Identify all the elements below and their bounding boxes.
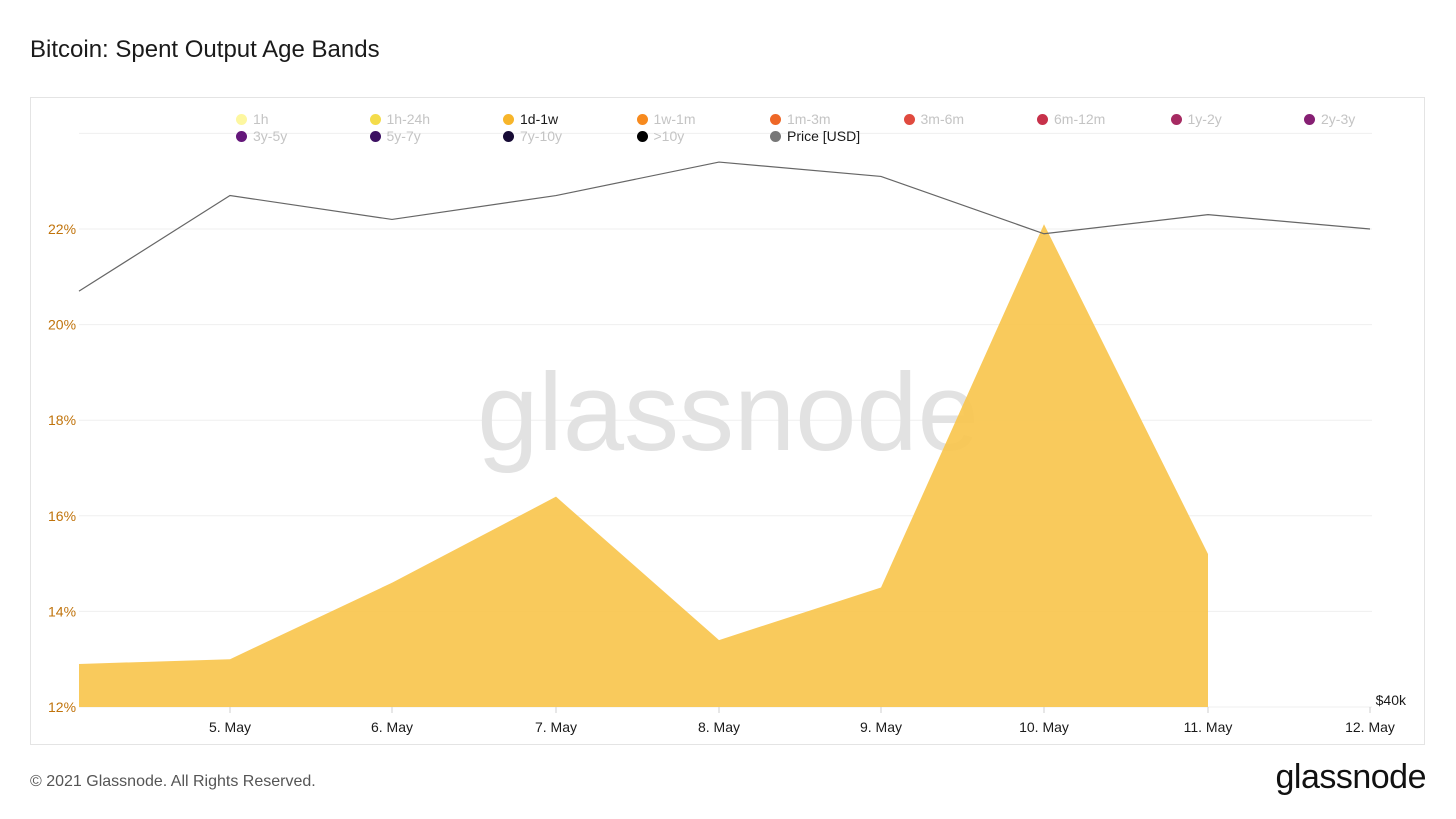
legend-item[interactable]: 1m-3m (770, 111, 904, 127)
x-tick-label: 6. May (371, 719, 413, 735)
legend-label: 3m-6m (920, 111, 965, 127)
legend-swatch (236, 130, 247, 142)
y-tick-label: 20% (48, 317, 76, 333)
legend-label: 6m-12m (1054, 111, 1106, 127)
watermark-logo: glassnode (477, 351, 979, 474)
legend-item[interactable]: 1d-1w (503, 111, 637, 127)
x-tick-label: 7. May (535, 719, 577, 735)
legend-swatch (236, 113, 247, 125)
copyright-footer: © 2021 Glassnode. All Rights Reserved. (30, 773, 316, 790)
legend-label: 1h-24h (386, 111, 431, 127)
y-tick-label: 12% (48, 699, 76, 715)
legend-swatch (503, 130, 514, 142)
x-tick-label: 9. May (860, 719, 902, 735)
legend-swatch (1037, 113, 1048, 125)
right-axis-label: $40k (1376, 692, 1407, 708)
legend-item[interactable]: 1w-1m (636, 111, 771, 127)
legend: 1h 1h-24h 1d-1w 1w-1m 1m-3m 3m-6m 6m-12m 1y-2y 2… (236, 111, 1376, 144)
x-tick-label: 10. May (1019, 719, 1069, 735)
y-tick-label: 14% (48, 603, 76, 619)
legend-label: 1d-1w (520, 111, 559, 127)
legend-label: 1y-2y (1187, 111, 1222, 127)
area-series-1d-1w (79, 224, 1208, 707)
legend-swatch (369, 130, 381, 142)
legend-item[interactable]: 3y-5y (236, 128, 370, 144)
series-layer (78, 161, 1371, 707)
legend-swatch (1170, 113, 1182, 125)
legend-swatch (903, 113, 915, 125)
legend-label: 5y-7y (386, 128, 421, 144)
legend-item[interactable]: 5y-7y (369, 128, 504, 144)
legend-item[interactable]: >10y (636, 128, 771, 144)
legend-item[interactable]: 1h-24h (369, 111, 504, 127)
y-tick-label: 22% (48, 221, 76, 237)
chart-frame (30, 97, 1425, 745)
x-tick-label: 11. May (1184, 719, 1233, 735)
legend-swatch (1304, 113, 1315, 125)
legend-swatch (770, 130, 781, 142)
y-axis: 12% 14% 16% 18% 20% 22% (48, 221, 76, 715)
x-tick-label: 5. May (209, 719, 251, 735)
legend-swatch (503, 113, 514, 125)
legend-label: >10y (653, 128, 685, 144)
legend-swatch (369, 113, 381, 125)
chart-title: Bitcoin: Spent Output Age Bands (30, 36, 380, 63)
x-tick-label: 12. May (1345, 719, 1395, 735)
legend-item[interactable]: Price [USD] (770, 128, 904, 144)
legend-label: 7y-10y (520, 128, 563, 144)
legend-label: Price [USD] (787, 128, 861, 144)
x-tick-label: 8. May (698, 719, 740, 735)
legend-label: 2y-3y (1321, 111, 1356, 127)
legend-item[interactable]: 2y-3y (1304, 111, 1438, 127)
legend-label: 1h (253, 111, 269, 127)
y-tick-label: 18% (48, 412, 76, 428)
legend-swatch (636, 113, 648, 125)
legend-label: 1w-1m (653, 111, 696, 127)
legend-swatch (770, 113, 781, 125)
legend-label: 1m-3m (787, 111, 831, 127)
glassnode-logo: glassnode (1275, 758, 1426, 796)
x-axis: 5. May 6. May 7. May 8. May 9. May 10. May 11.… (209, 707, 1395, 735)
y-tick-label: 16% (48, 508, 76, 524)
legend-item[interactable]: 6m-12m (1037, 111, 1171, 127)
legend-item[interactable]: 3m-6m (903, 111, 1038, 127)
legend-label: 3y-5y (253, 128, 288, 144)
legend-item[interactable]: 1h (236, 111, 370, 127)
legend-item[interactable]: 7y-10y (503, 128, 637, 144)
legend-swatch (636, 130, 648, 142)
legend-item[interactable]: 1y-2y (1170, 111, 1305, 127)
price-line (78, 161, 1371, 292)
